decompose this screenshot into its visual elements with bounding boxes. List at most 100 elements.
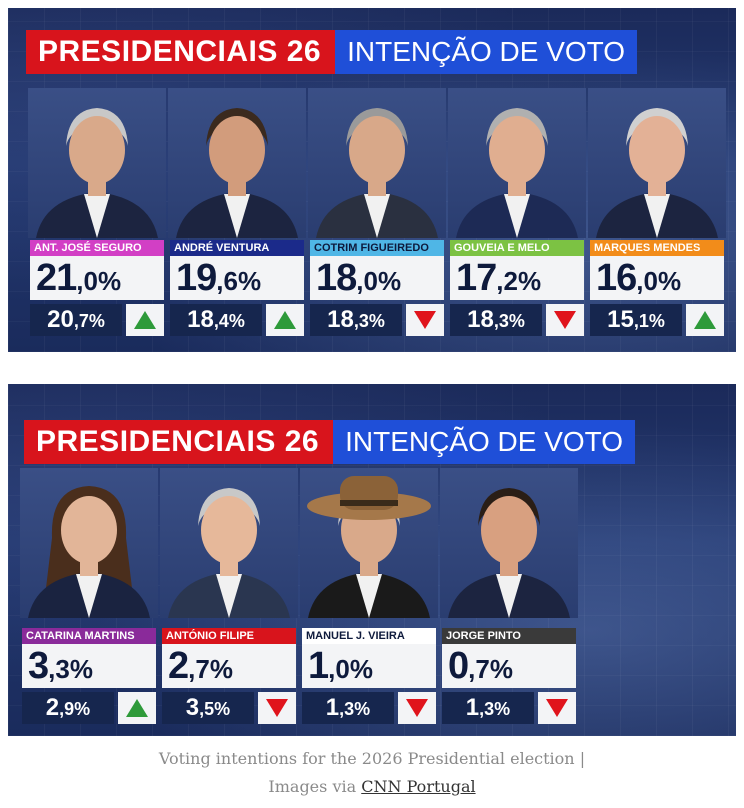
arrow-up-icon: [274, 311, 296, 329]
candidate-name: ANT. JOSÉ SEGURO: [30, 240, 164, 256]
candidate-photo: [588, 88, 726, 238]
candidate-card: CATARINA MARTINS 3,3% 2,9%: [22, 628, 156, 724]
previous-poll-row: 18,3%: [450, 304, 584, 336]
previous-percentage: 18,3%: [310, 304, 402, 336]
candidate-card: ANT. JOSÉ SEGURO 21,0% 20,7%: [30, 240, 164, 336]
candidate-photo: [448, 88, 586, 238]
percentage-decimal: ,7%: [468, 654, 513, 684]
percentage-integer: 0: [448, 645, 469, 687]
candidate-card: ANDRÉ VENTURA 19,6% 18,4%: [170, 240, 304, 336]
image-caption: Voting intentions for the 2026 President…: [0, 745, 744, 801]
percentage-decimal: ,6%: [216, 266, 262, 296]
previous-percentage: 2,9%: [22, 692, 114, 724]
title-sub: INTENÇÃO DE VOTO: [335, 30, 638, 74]
previous-poll-row: 15,1%: [590, 304, 724, 336]
trend-indicator: [546, 304, 584, 336]
trend-indicator: [266, 304, 304, 336]
arrow-down-icon: [554, 311, 576, 329]
candidate-card: GOUVEIA E MELO 17,2% 18,3%: [450, 240, 584, 336]
trend-indicator: [118, 692, 156, 724]
current-percentage: 18,0%: [310, 256, 444, 300]
trend-indicator: [398, 692, 436, 724]
candidate-photo: [168, 88, 306, 238]
previous-poll-row: 1,3%: [442, 692, 576, 724]
percentage-integer: 1: [308, 645, 329, 687]
current-percentage: 17,2%: [450, 256, 584, 300]
candidate-name: COTRIM FIGUEIREDO: [310, 240, 444, 256]
arrow-up-icon: [694, 311, 716, 329]
candidate-name: GOUVEIA E MELO: [450, 240, 584, 256]
cnn-portugal-link[interactable]: CNN Portugal: [361, 777, 476, 796]
previous-percentage: 20,7%: [30, 304, 122, 336]
percentage-integer: 3: [28, 645, 49, 687]
caption-prefix: Images via: [268, 777, 362, 796]
previous-poll-row: 3,5%: [162, 692, 296, 724]
trend-indicator: [686, 304, 724, 336]
candidate-card: ANTÓNIO FILIPE 2,7% 3,5%: [162, 628, 296, 724]
poll-graphic-bottom: PRESIDENCIAIS 26 INTENÇÃO DE VOTO CATARI…: [8, 384, 736, 736]
candidate-photo: [160, 468, 298, 618]
title-main: PRESIDENCIAIS 26: [26, 30, 336, 74]
current-percentage: 3,3%: [22, 644, 156, 688]
trend-indicator: [258, 692, 296, 724]
previous-percentage: 18,3%: [450, 304, 542, 336]
title-main: PRESIDENCIAIS 26: [24, 420, 334, 464]
caption-line2: Images via CNN Portugal: [0, 773, 744, 801]
arrow-down-icon: [266, 699, 288, 717]
title-sub: INTENÇÃO DE VOTO: [333, 420, 636, 464]
trend-indicator: [126, 304, 164, 336]
percentage-decimal: ,0%: [356, 266, 402, 296]
percentage-integer: 16: [596, 257, 637, 299]
title-bar: PRESIDENCIAIS 26 INTENÇÃO DE VOTO: [24, 420, 636, 464]
previous-percentage: 1,3%: [302, 692, 394, 724]
candidate-name: ANTÓNIO FILIPE: [162, 628, 296, 644]
candidate-name: MARQUES MENDES: [590, 240, 724, 256]
percentage-integer: 19: [176, 257, 217, 299]
trend-indicator: [538, 692, 576, 724]
current-percentage: 0,7%: [442, 644, 576, 688]
percentage-decimal: ,2%: [496, 266, 542, 296]
candidate-photo: [28, 88, 166, 238]
candidate-photo: [308, 88, 446, 238]
candidate-name: JORGE PINTO: [442, 628, 576, 644]
percentage-integer: 17: [456, 257, 497, 299]
previous-percentage: 18,4%: [170, 304, 262, 336]
candidate-photo: [440, 468, 578, 618]
candidate-card: COTRIM FIGUEIREDO 18,0% 18,3%: [310, 240, 444, 336]
current-percentage: 21,0%: [30, 256, 164, 300]
percentage-integer: 2: [168, 645, 189, 687]
previous-poll-row: 18,3%: [310, 304, 444, 336]
title-bar: PRESIDENCIAIS 26 INTENÇÃO DE VOTO: [26, 30, 638, 74]
previous-percentage: 1,3%: [442, 692, 534, 724]
percentage-integer: 18: [316, 257, 357, 299]
arrow-down-icon: [546, 699, 568, 717]
candidate-card: MANUEL J. VIEIRA 1,0% 1,3%: [302, 628, 436, 724]
previous-poll-row: 1,3%: [302, 692, 436, 724]
candidate-photo: [300, 468, 438, 618]
arrow-down-icon: [414, 311, 436, 329]
current-percentage: 16,0%: [590, 256, 724, 300]
percentage-decimal: ,0%: [328, 654, 373, 684]
previous-percentage: 15,1%: [590, 304, 682, 336]
previous-poll-row: 20,7%: [30, 304, 164, 336]
candidate-name: MANUEL J. VIEIRA: [302, 628, 436, 644]
candidate-name: ANDRÉ VENTURA: [170, 240, 304, 256]
percentage-decimal: ,3%: [48, 654, 93, 684]
arrow-up-icon: [126, 699, 148, 717]
poll-graphic-top: PRESIDENCIAIS 26 INTENÇÃO DE VOTO ANT. J…: [8, 8, 736, 352]
current-percentage: 19,6%: [170, 256, 304, 300]
current-percentage: 1,0%: [302, 644, 436, 688]
previous-percentage: 3,5%: [162, 692, 254, 724]
previous-poll-row: 2,9%: [22, 692, 156, 724]
candidate-name: CATARINA MARTINS: [22, 628, 156, 644]
caption-line1: Voting intentions for the 2026 President…: [158, 749, 586, 768]
candidate-card: JORGE PINTO 0,7% 1,3%: [442, 628, 576, 724]
percentage-decimal: ,7%: [188, 654, 233, 684]
candidate-photo: [20, 468, 158, 618]
percentage-decimal: ,0%: [636, 266, 682, 296]
arrow-down-icon: [406, 699, 428, 717]
arrow-up-icon: [134, 311, 156, 329]
current-percentage: 2,7%: [162, 644, 296, 688]
candidate-card: MARQUES MENDES 16,0% 15,1%: [590, 240, 724, 336]
percentage-integer: 21: [36, 257, 77, 299]
